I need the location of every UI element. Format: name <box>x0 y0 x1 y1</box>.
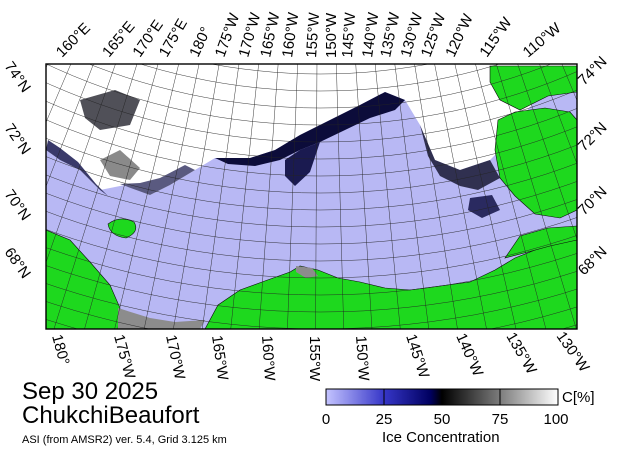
land-shadow-alaska <box>296 266 318 278</box>
latitude-line <box>46 211 577 262</box>
top-lon-label: 140°W <box>359 11 382 59</box>
colorbar: C[%] 0 25 50 75 100 <box>322 388 595 428</box>
bottom-lon-label: 145°W <box>402 332 432 381</box>
latitude-line <box>210 64 430 75</box>
top-lon-label: 160°E <box>53 20 94 61</box>
meridian-line <box>414 64 458 329</box>
latitude-line <box>46 174 577 228</box>
meridian-line <box>315 64 318 329</box>
colorbar-tick: 0 <box>322 411 330 428</box>
bottom-lon-label: 180° <box>48 333 72 367</box>
colorbar-tick: 50 <box>434 411 451 428</box>
latitude-line <box>46 192 577 245</box>
bottom-lon-label: 165°W <box>208 334 231 382</box>
land <box>46 65 577 329</box>
meridian-line <box>434 64 487 329</box>
colorbar-tick: 25 <box>376 411 393 428</box>
top-lon-label: 155°W <box>303 11 323 58</box>
bottom-lon-label: 175°W <box>110 333 138 382</box>
latitude-line <box>46 265 577 313</box>
top-lon-label: 115°W <box>476 14 516 61</box>
meridian-line <box>355 64 373 329</box>
meridian-line <box>84 64 159 329</box>
bottom-lon-label: 140°W <box>452 331 486 380</box>
top-lon-label: 175°E <box>156 16 191 60</box>
top-lon-label: 110°W <box>520 19 565 61</box>
meridian-line <box>46 64 116 264</box>
colorbar-title: Ice Concentration <box>382 429 500 446</box>
left-lat-label: 68°N <box>1 245 34 282</box>
bottom-lon-label: 150°W <box>352 335 372 382</box>
meridian-line <box>496 64 577 329</box>
top-lon-label: 150°W <box>323 12 340 58</box>
top-lon-label: 145°W <box>339 11 359 58</box>
top-lon-label: 165°E <box>99 18 138 60</box>
bottom-lon-label: 130°W <box>553 329 593 376</box>
latitude-line <box>46 82 577 143</box>
latitude-line <box>46 156 577 211</box>
colorbar-tick: 75 <box>492 411 509 428</box>
top-lon-label: 180° <box>186 24 215 59</box>
meridian-line <box>53 64 138 329</box>
meridian-line <box>517 64 577 240</box>
latitude-line <box>88 64 552 109</box>
meridian-line <box>374 64 401 329</box>
latitude-line <box>139 64 501 92</box>
top-lon-label: 160°W <box>279 11 302 59</box>
bottom-lon-label: 170°W <box>162 333 188 382</box>
latitude-line <box>46 64 577 126</box>
bottom-lon-label: 160°W <box>258 335 278 382</box>
meridian-line <box>287 64 298 329</box>
meridian-line <box>475 64 547 329</box>
bottom-lon-label: 135°W <box>503 330 541 378</box>
latitude-line <box>46 119 577 177</box>
latitude-line <box>46 229 577 279</box>
latitude-line <box>46 137 577 194</box>
map-area <box>46 64 577 329</box>
meridian-line <box>336 64 344 329</box>
meridian-line <box>173 64 220 329</box>
colorbar-unit: C[%] <box>562 389 595 406</box>
top-lon-labels: 160°E 165°E 170°E 175°E 180° 175°W 170°W… <box>53 10 565 61</box>
right-lat-label: 70°N <box>575 183 611 219</box>
map-frame <box>45 63 578 330</box>
product-info: ASI (from AMSR2) ver. 5.4, Grid 3.125 km <box>22 434 227 446</box>
right-lat-labels: 74°N 72°N 70°N 68°N <box>575 53 611 279</box>
latitude-line <box>46 100 577 160</box>
meridian-line <box>394 64 429 329</box>
meridian-line <box>258 64 279 329</box>
meridian-line <box>46 64 94 188</box>
ice-edge <box>46 90 500 218</box>
left-lat-label: 72°N <box>1 121 34 158</box>
colorbar-tick: 100 <box>543 411 568 428</box>
left-lat-labels: 74°N 72°N 70°N 68°N <box>1 59 34 282</box>
no-data-area <box>118 308 205 329</box>
bottom-lon-label: 155°W <box>306 336 323 382</box>
right-lat-label: 74°N <box>575 53 611 89</box>
left-lat-label: 74°N <box>1 59 34 96</box>
right-lat-label: 72°N <box>575 119 611 155</box>
left-lat-label: 70°N <box>1 187 34 224</box>
bottom-lon-labels: 180° 175°W 170°W 165°W 160°W 155°W 150°W… <box>48 329 593 383</box>
latitude-line <box>46 247 577 296</box>
meridian-line <box>230 64 259 329</box>
date-label: Sep 30 2025 <box>22 378 159 405</box>
right-lat-label: 68°N <box>575 243 611 279</box>
meridian-line <box>114 64 179 329</box>
meridian-line <box>143 64 200 329</box>
region-label: ChukchiBeaufort <box>22 402 200 429</box>
lat-lon-grid <box>46 64 577 329</box>
meridian-line <box>454 64 517 329</box>
